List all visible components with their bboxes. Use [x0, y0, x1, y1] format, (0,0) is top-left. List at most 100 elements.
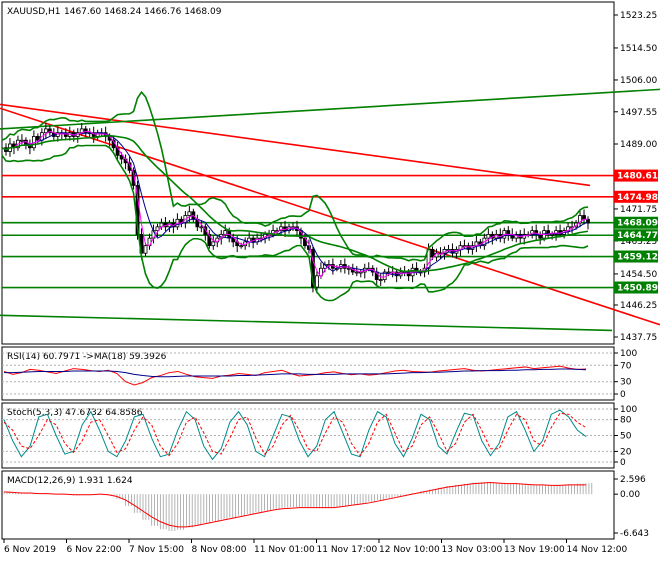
candle-body [319, 267, 323, 277]
x-tick-label: 6 Nov 2019 [4, 545, 56, 555]
x-tick-label: 14 Nov 12:00 [567, 545, 628, 555]
stoch-title: Stoch(5,3,3) 47.6732 64.8586 [7, 408, 143, 418]
candle-body [578, 215, 582, 224]
candle-body [131, 169, 136, 186]
macd-panel-frame [1, 470, 615, 540]
rsi-panel-frame [1, 346, 615, 401]
trendline [0, 107, 660, 326]
level-price-tag-label: 1480.61 [617, 172, 658, 182]
candle-body [506, 230, 511, 235]
candle-body [386, 271, 391, 274]
level-price-tag [614, 216, 658, 229]
candle-body [20, 139, 24, 142]
level-price-tag-label: 1450.89 [617, 284, 658, 294]
rsi-y-tick-label: 0 [620, 390, 626, 400]
ohlc-label: 1467.60 1468.24 1466.76 1468.09 [64, 7, 222, 17]
trendline [0, 314, 613, 332]
bollinger-middle [1, 134, 589, 273]
x-tick-label: 8 Nov 08:00 [192, 545, 247, 555]
candle-body [550, 233, 555, 236]
macd-y-tick-label: 0.00 [620, 490, 640, 500]
trendline [0, 103, 591, 187]
macd-plot [3, 481, 593, 531]
rsi-title: RSI(14) 60.7971 ->MA(18) 59.3926 [7, 352, 167, 362]
stoch-series-line [3, 412, 587, 457]
candle-body [47, 128, 52, 134]
rsi-y-tick-label: 70 [620, 361, 632, 371]
level-price-tag-label: 1464.77 [617, 231, 658, 241]
price-y-tick-label: 1489.00 [620, 140, 657, 150]
price-plot [0, 88, 660, 332]
candle-body [223, 230, 228, 235]
stoch-y-tick-label: 50 [620, 432, 632, 442]
bollinger-lower [1, 144, 589, 302]
candle-body [199, 226, 204, 229]
stoch-y-tick-label: 20 [620, 447, 632, 457]
price-panel-frame [1, 1, 615, 345]
x-tick-label: 12 Nov 10:00 [379, 545, 440, 555]
candle-body [486, 233, 491, 239]
candle-body [354, 271, 359, 274]
candle-body [530, 230, 535, 235]
candle-body [187, 211, 192, 216]
x-tick-label: 13 Nov 03:00 [442, 545, 503, 555]
rsi-series-line [4, 368, 587, 378]
stoch-y-tick-label: 0 [620, 458, 626, 468]
price-y-tick-label: 1471.75 [620, 205, 657, 215]
price-y-tick-label: 1506.00 [620, 76, 657, 86]
level-price-tag [614, 229, 658, 242]
stoch-plot [2, 408, 614, 463]
level-price-tag [614, 190, 658, 203]
candle-body [554, 230, 559, 235]
candle-body [239, 245, 244, 248]
candle-body [394, 271, 399, 277]
candle-body [279, 226, 283, 232]
stoch-y-tick-label: 100 [620, 405, 637, 415]
candle-body [582, 215, 586, 220]
candle-body [231, 237, 236, 243]
level-price-tag [614, 250, 658, 263]
candle-body [203, 226, 208, 235]
level-price-tag [614, 281, 658, 294]
candle-body [211, 241, 216, 247]
price-y-tick-label: 1514.50 [620, 44, 657, 54]
stoch-y-tick-label: 80 [620, 416, 632, 426]
price-y-tick-label: 1437.75 [620, 333, 657, 343]
candle-body [155, 226, 160, 232]
x-tick-label: 13 Nov 19:00 [504, 545, 565, 555]
candle-body [35, 136, 40, 141]
macd-y-tick-label: -6.643 [620, 529, 649, 539]
candle-body [466, 245, 471, 250]
candle-body [430, 249, 435, 258]
candle-body [143, 245, 148, 254]
candle-body [83, 128, 88, 134]
price-y-tick-label: 1497.55 [620, 108, 657, 118]
candle-body [91, 132, 96, 137]
macd-signal-line [3, 481, 586, 528]
trendline [0, 88, 660, 130]
stoch-series-line [3, 409, 587, 461]
rsi-plot [2, 352, 614, 395]
candle-body [406, 271, 411, 277]
bollinger-upper [1, 90, 589, 262]
macd-y-tick-label: 2.596 [620, 475, 646, 485]
rsi-y-tick-label: 100 [620, 349, 637, 359]
candle-body [119, 154, 124, 160]
x-tick-label: 11 Nov 01:00 [254, 545, 315, 555]
candle-body [315, 275, 319, 288]
x-tick-label: 6 Nov 22:00 [67, 545, 122, 555]
candle-body [207, 233, 212, 247]
candle-body [346, 267, 351, 270]
level-price-tag-label: 1474.98 [617, 193, 658, 203]
price-y-tick-label: 1463.25 [620, 237, 657, 247]
macd-title: MACD(12,26,9) 1.931 1.624 [7, 476, 133, 486]
candle-body [378, 279, 383, 281]
price-y-tick-label: 1446.25 [620, 301, 657, 311]
x-tick-label: 11 Nov 17:00 [317, 545, 378, 555]
price-y-tick-label: 1454.50 [620, 270, 657, 280]
ma-fast-line [1, 130, 589, 279]
candle-body [63, 132, 68, 137]
level-price-tag-label: 1459.12 [617, 253, 658, 263]
ma-slow-line [1, 132, 589, 276]
